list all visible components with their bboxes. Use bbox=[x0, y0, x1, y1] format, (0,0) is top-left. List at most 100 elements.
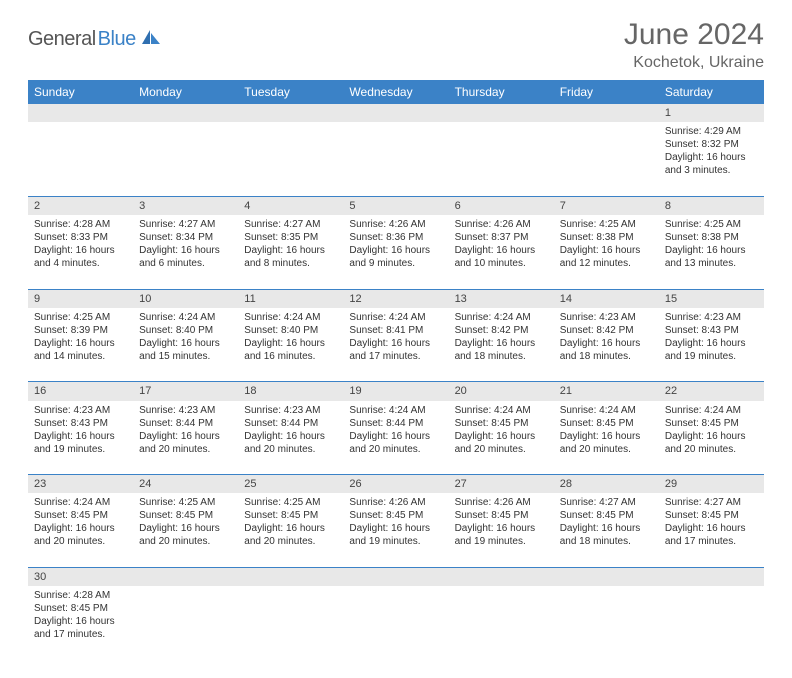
day-cell: Sunrise: 4:26 AMSunset: 8:37 PMDaylight:… bbox=[449, 215, 554, 289]
day-number-row: 30 bbox=[28, 567, 764, 586]
day-cell bbox=[554, 122, 659, 196]
day-number-cell: 2 bbox=[28, 196, 133, 215]
day-number-cell: 21 bbox=[554, 382, 659, 401]
day-info-line: and 17 minutes. bbox=[349, 350, 442, 363]
day-info-line: Sunset: 8:45 PM bbox=[560, 509, 653, 522]
day-number-cell: 12 bbox=[343, 289, 448, 308]
day-cell: Sunrise: 4:28 AMSunset: 8:45 PMDaylight:… bbox=[28, 586, 133, 660]
day-info-line: Sunrise: 4:23 AM bbox=[560, 311, 653, 324]
day-cell: Sunrise: 4:25 AMSunset: 8:39 PMDaylight:… bbox=[28, 308, 133, 382]
day-info-line: Sunset: 8:45 PM bbox=[349, 509, 442, 522]
day-info-line: Sunset: 8:43 PM bbox=[665, 324, 758, 337]
day-info-line: Sunset: 8:41 PM bbox=[349, 324, 442, 337]
day-cell: Sunrise: 4:24 AMSunset: 8:40 PMDaylight:… bbox=[238, 308, 343, 382]
weekday-header: Thursday bbox=[449, 80, 554, 104]
day-cell: Sunrise: 4:26 AMSunset: 8:45 PMDaylight:… bbox=[449, 493, 554, 567]
day-info-line: Sunrise: 4:25 AM bbox=[139, 496, 232, 509]
day-info-line: and 20 minutes. bbox=[455, 443, 548, 456]
day-info-line: and 19 minutes. bbox=[665, 350, 758, 363]
day-info-line: Sunset: 8:43 PM bbox=[34, 417, 127, 430]
day-cell: Sunrise: 4:27 AMSunset: 8:45 PMDaylight:… bbox=[554, 493, 659, 567]
day-cell bbox=[343, 586, 448, 660]
day-number-cell: 26 bbox=[343, 475, 448, 494]
calendar-body: 1Sunrise: 4:29 AMSunset: 8:32 PMDaylight… bbox=[28, 104, 764, 660]
day-cell: Sunrise: 4:29 AMSunset: 8:32 PMDaylight:… bbox=[659, 122, 764, 196]
day-info-line: Sunset: 8:40 PM bbox=[244, 324, 337, 337]
day-info-line: and 13 minutes. bbox=[665, 257, 758, 270]
day-cell bbox=[449, 586, 554, 660]
page-title: June 2024 bbox=[624, 18, 764, 52]
day-info-line: Daylight: 16 hours bbox=[139, 430, 232, 443]
day-info-line: Daylight: 16 hours bbox=[665, 151, 758, 164]
day-info-line: Sunset: 8:45 PM bbox=[665, 417, 758, 430]
day-info-line: Sunset: 8:45 PM bbox=[139, 509, 232, 522]
day-info-line: Sunset: 8:45 PM bbox=[244, 509, 337, 522]
header: GeneralBlue June 2024 Kochetok, Ukraine bbox=[28, 18, 764, 72]
day-info-line: and 15 minutes. bbox=[139, 350, 232, 363]
day-cell: Sunrise: 4:24 AMSunset: 8:45 PMDaylight:… bbox=[449, 401, 554, 475]
day-info-line: Sunrise: 4:27 AM bbox=[560, 496, 653, 509]
week-row: Sunrise: 4:28 AMSunset: 8:33 PMDaylight:… bbox=[28, 215, 764, 289]
day-info-line: Daylight: 16 hours bbox=[139, 522, 232, 535]
day-number-cell bbox=[449, 567, 554, 586]
day-info-line: Sunrise: 4:24 AM bbox=[349, 404, 442, 417]
calendar-page: GeneralBlue June 2024 Kochetok, Ukraine … bbox=[0, 0, 792, 678]
day-info-line: Sunset: 8:38 PM bbox=[560, 231, 653, 244]
day-info-line: and 9 minutes. bbox=[349, 257, 442, 270]
day-info-line: and 19 minutes. bbox=[349, 535, 442, 548]
day-info-line: Sunrise: 4:23 AM bbox=[244, 404, 337, 417]
day-info-line: Daylight: 16 hours bbox=[244, 337, 337, 350]
day-cell: Sunrise: 4:25 AMSunset: 8:45 PMDaylight:… bbox=[238, 493, 343, 567]
day-cell bbox=[238, 122, 343, 196]
day-number-cell bbox=[343, 567, 448, 586]
day-info-line: and 18 minutes. bbox=[560, 350, 653, 363]
day-number-row: 16171819202122 bbox=[28, 382, 764, 401]
day-info-line: Sunset: 8:45 PM bbox=[34, 602, 127, 615]
week-row: Sunrise: 4:28 AMSunset: 8:45 PMDaylight:… bbox=[28, 586, 764, 660]
day-cell: Sunrise: 4:25 AMSunset: 8:45 PMDaylight:… bbox=[133, 493, 238, 567]
day-info-line: Sunset: 8:44 PM bbox=[139, 417, 232, 430]
day-info-line: Sunset: 8:35 PM bbox=[244, 231, 337, 244]
day-number-cell bbox=[238, 104, 343, 122]
day-cell bbox=[659, 586, 764, 660]
day-info-line: and 10 minutes. bbox=[455, 257, 548, 270]
day-info-line: and 20 minutes. bbox=[665, 443, 758, 456]
day-cell: Sunrise: 4:23 AMSunset: 8:43 PMDaylight:… bbox=[659, 308, 764, 382]
day-number-cell: 29 bbox=[659, 475, 764, 494]
day-info-line: Daylight: 16 hours bbox=[455, 337, 548, 350]
day-number-cell: 18 bbox=[238, 382, 343, 401]
day-number-cell: 30 bbox=[28, 567, 133, 586]
day-number-cell: 7 bbox=[554, 196, 659, 215]
day-info-line: Daylight: 16 hours bbox=[349, 337, 442, 350]
day-info-line: Sunrise: 4:26 AM bbox=[349, 218, 442, 231]
day-info-line: Sunrise: 4:24 AM bbox=[560, 404, 653, 417]
day-number-cell: 25 bbox=[238, 475, 343, 494]
day-info-line: and 14 minutes. bbox=[34, 350, 127, 363]
day-cell bbox=[554, 586, 659, 660]
day-info-line: Sunset: 8:45 PM bbox=[455, 509, 548, 522]
day-info-line: Daylight: 16 hours bbox=[34, 522, 127, 535]
day-info-line: Sunrise: 4:23 AM bbox=[665, 311, 758, 324]
day-info-line: and 6 minutes. bbox=[139, 257, 232, 270]
day-info-line: Sunset: 8:42 PM bbox=[560, 324, 653, 337]
day-number-cell: 11 bbox=[238, 289, 343, 308]
day-info-line: Sunrise: 4:24 AM bbox=[665, 404, 758, 417]
day-info-line: and 19 minutes. bbox=[34, 443, 127, 456]
day-info-line: Sunrise: 4:25 AM bbox=[244, 496, 337, 509]
day-number-cell: 24 bbox=[133, 475, 238, 494]
day-info-line: Sunset: 8:34 PM bbox=[139, 231, 232, 244]
day-info-line: Sunset: 8:42 PM bbox=[455, 324, 548, 337]
calendar-table: Sunday Monday Tuesday Wednesday Thursday… bbox=[28, 80, 764, 660]
day-info-line: Sunset: 8:45 PM bbox=[455, 417, 548, 430]
day-number-row: 2345678 bbox=[28, 196, 764, 215]
title-block: June 2024 Kochetok, Ukraine bbox=[624, 18, 764, 72]
day-number-cell: 6 bbox=[449, 196, 554, 215]
day-info-line: and 17 minutes. bbox=[34, 628, 127, 641]
day-number-cell bbox=[133, 567, 238, 586]
day-info-line: Sunset: 8:45 PM bbox=[665, 509, 758, 522]
day-cell bbox=[343, 122, 448, 196]
weekday-header: Sunday bbox=[28, 80, 133, 104]
weekday-header: Wednesday bbox=[343, 80, 448, 104]
day-cell: Sunrise: 4:23 AMSunset: 8:43 PMDaylight:… bbox=[28, 401, 133, 475]
day-cell: Sunrise: 4:23 AMSunset: 8:42 PMDaylight:… bbox=[554, 308, 659, 382]
